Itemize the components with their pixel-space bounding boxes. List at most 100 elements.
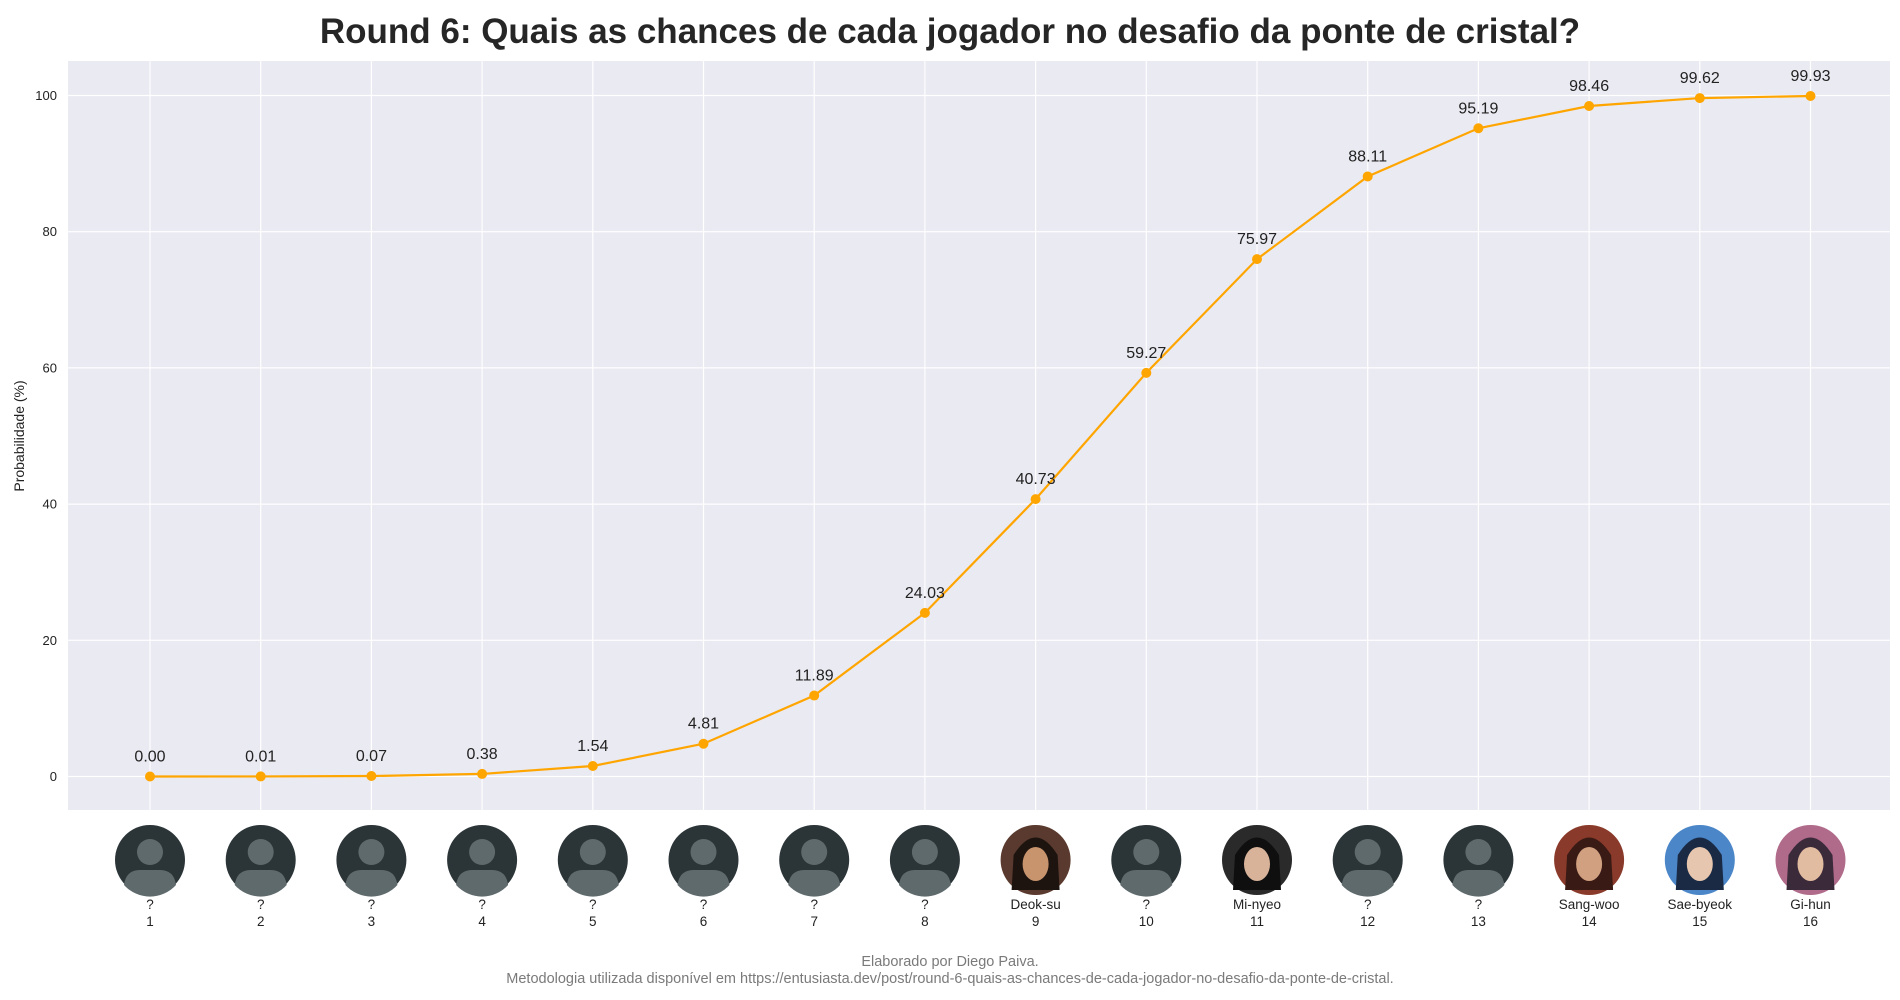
avatar-head-shape [469, 839, 496, 865]
avatar-body-shape [456, 870, 509, 897]
player-photo-face [1244, 847, 1270, 881]
y-tick-label: 60 [43, 360, 57, 375]
data-label: 98.46 [1569, 78, 1609, 95]
data-point [1030, 494, 1041, 505]
player-number: 15 [1692, 914, 1707, 929]
player-13: ? 13 [1443, 825, 1514, 929]
data-label: 75.97 [1237, 231, 1277, 248]
plot-background [68, 61, 1890, 810]
data-label: 24.03 [905, 585, 945, 602]
player-1: ?1 [115, 825, 185, 929]
player-5: ?5 [557, 825, 628, 929]
avatar-head-shape [358, 839, 385, 865]
player-number: 1 [146, 914, 154, 929]
player-name: Mi-nyeo [1233, 897, 1281, 912]
data-point [919, 607, 930, 618]
avatar-head-shape [1465, 839, 1492, 865]
data-label: 11.89 [795, 668, 834, 685]
avatar-head-shape [137, 839, 163, 865]
footer: Elaborado por Diego Paiva. Metodologia u… [0, 954, 1900, 988]
chart-title: Round 6: Quais as chances de cada jogado… [319, 12, 1581, 51]
avatar-body-shape [345, 870, 398, 897]
player-3: ?3 [336, 825, 407, 929]
data-label: 88.11 [1348, 148, 1387, 165]
player-12: ? 12 [1332, 825, 1403, 929]
player-14: Sang-woo 14 [1554, 825, 1625, 929]
player-number: 13 [1471, 914, 1486, 929]
data-point [698, 738, 709, 749]
player-photo-face [1576, 847, 1603, 881]
avatar-head-shape [247, 839, 274, 865]
player-number: 14 [1582, 914, 1598, 929]
data-point [587, 761, 598, 772]
player-number: 8 [921, 914, 929, 929]
player-2: ?2 [225, 825, 296, 929]
data-point [145, 771, 155, 782]
player-name: ? [921, 897, 929, 912]
data-point [1362, 171, 1373, 182]
data-point [1141, 367, 1152, 378]
data-label: 59.27 [1126, 345, 1166, 362]
player-name: ? [478, 897, 486, 912]
player-number: 9 [1032, 914, 1040, 929]
y-tick-label: 80 [43, 224, 57, 239]
probability-line [149, 94, 1811, 778]
data-label: 0.00 [134, 749, 165, 766]
player-number: 12 [1360, 914, 1375, 929]
player-number: 3 [368, 914, 376, 929]
player-name: ? [1364, 897, 1372, 912]
data-label: 0.07 [356, 748, 387, 765]
player-16: Gi-hun 16 [1775, 825, 1846, 929]
avatar-body-shape [898, 870, 951, 897]
player-number: 16 [1803, 914, 1818, 929]
avatar-body-shape [1120, 870, 1173, 897]
footer-methodology: Metodologia utilizada disponível em http… [506, 971, 1394, 987]
player-name: ? [1475, 897, 1483, 912]
data-label: 40.73 [1016, 471, 1056, 488]
avatar-body-shape [788, 870, 841, 897]
player-name: ? [700, 897, 708, 912]
data-point [809, 690, 820, 701]
player-11: Mi-nyeo 11 [1222, 825, 1292, 929]
data-label: 1.54 [577, 738, 608, 755]
avatar-head-shape [911, 839, 938, 865]
player-6: ?6 [668, 825, 739, 929]
player-name: ? [589, 897, 597, 912]
avatar-body-shape [124, 870, 176, 897]
y-tick-label: 20 [43, 633, 57, 648]
player-name: ? [368, 897, 376, 912]
avatar-body-shape [1341, 870, 1394, 897]
player-15: Sae-byeok 15 [1664, 825, 1735, 929]
avatar-head-shape [1354, 839, 1381, 865]
data-label: 4.81 [688, 716, 719, 733]
data-point [1473, 123, 1484, 134]
player-number: 10 [1139, 914, 1154, 929]
player-name: Sang-woo [1559, 897, 1620, 912]
data-point [1805, 90, 1816, 101]
y-tick-label: 100 [35, 88, 57, 103]
data-point [1584, 100, 1595, 111]
data-point [366, 771, 377, 782]
y-axis-ticks: 0 20 40 60 80 100 [35, 88, 57, 784]
avatar-head-shape [1133, 839, 1160, 865]
player-number: 11 [1250, 914, 1264, 929]
avatar-body-shape [566, 870, 619, 897]
player-row: ?1?2?3?4?5?6?7?8Deok-su9?10Mi-nyeo11?12?… [115, 825, 1846, 929]
player-name: ? [146, 897, 154, 912]
player-name: Deok-su [1010, 897, 1060, 912]
data-point [255, 771, 266, 782]
player-photo-face [1797, 847, 1824, 881]
data-points [145, 90, 1816, 782]
player-number: 5 [589, 914, 597, 929]
avatar-body-shape [1452, 870, 1505, 897]
footer-credit: Elaborado por Diego Paiva. [861, 954, 1039, 970]
player-name: Sae-byeok [1668, 897, 1733, 912]
avatar-body-shape [234, 870, 287, 897]
player-10: ? 10 [1111, 825, 1182, 929]
player-number: 6 [700, 914, 708, 929]
data-labels: 0.00 0.01 0.07 0.38 1.54 4.81 11.89 24.03 40.73 5… [134, 68, 1830, 766]
avatar-head-shape [801, 839, 828, 865]
player-name: ? [810, 897, 818, 912]
avatar-head-shape [690, 839, 717, 865]
